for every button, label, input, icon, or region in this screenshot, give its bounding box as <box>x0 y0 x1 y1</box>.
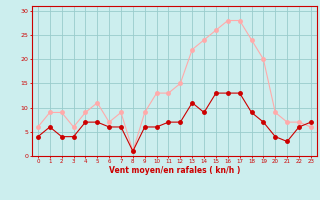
X-axis label: Vent moyen/en rafales ( kn/h ): Vent moyen/en rafales ( kn/h ) <box>109 166 240 175</box>
